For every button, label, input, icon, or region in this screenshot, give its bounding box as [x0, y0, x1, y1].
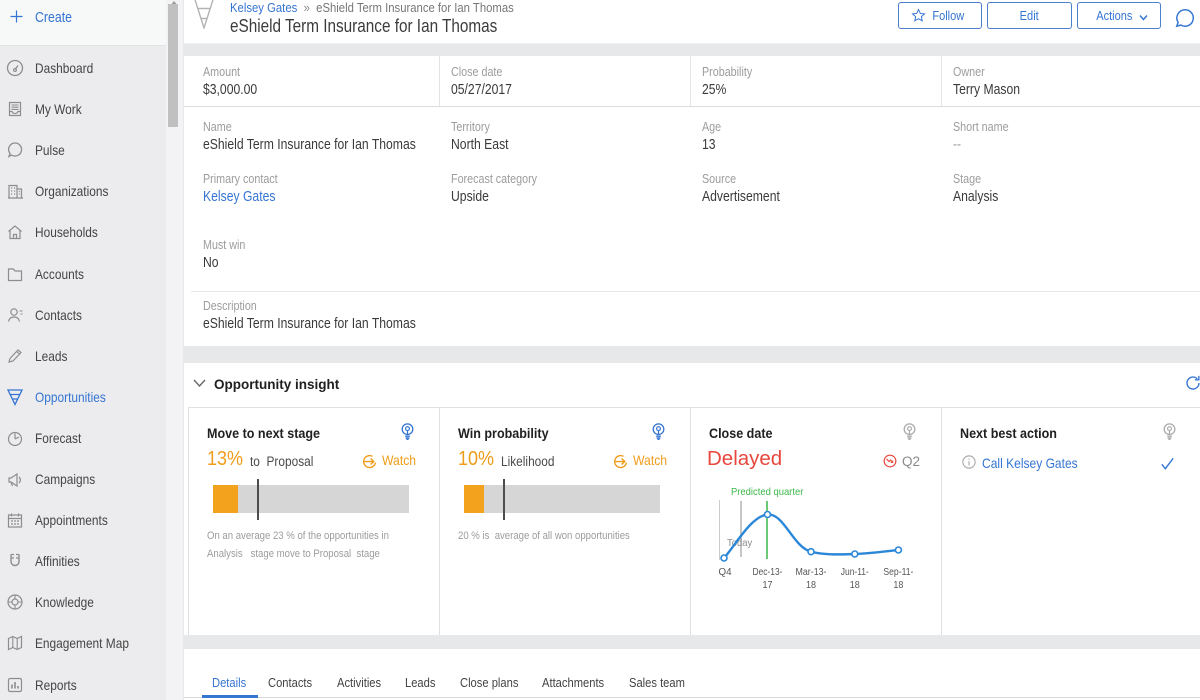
svg-text:18: 18: [893, 579, 903, 591]
svg-text:Q4: Q4: [719, 566, 732, 578]
svg-text:18: 18: [806, 579, 816, 591]
svg-text:Mar-13-: Mar-13-: [796, 566, 827, 578]
svg-text:18: 18: [850, 579, 860, 591]
svg-text:Dec-13-: Dec-13-: [753, 566, 783, 578]
svg-text:Sep-11-: Sep-11-: [883, 566, 913, 578]
svg-text:17: 17: [763, 579, 773, 591]
svg-text:Predicted quarter: Predicted quarter: [731, 487, 804, 499]
svg-text:Today: Today: [727, 538, 752, 550]
svg-text:Jun-11-: Jun-11-: [841, 566, 869, 578]
